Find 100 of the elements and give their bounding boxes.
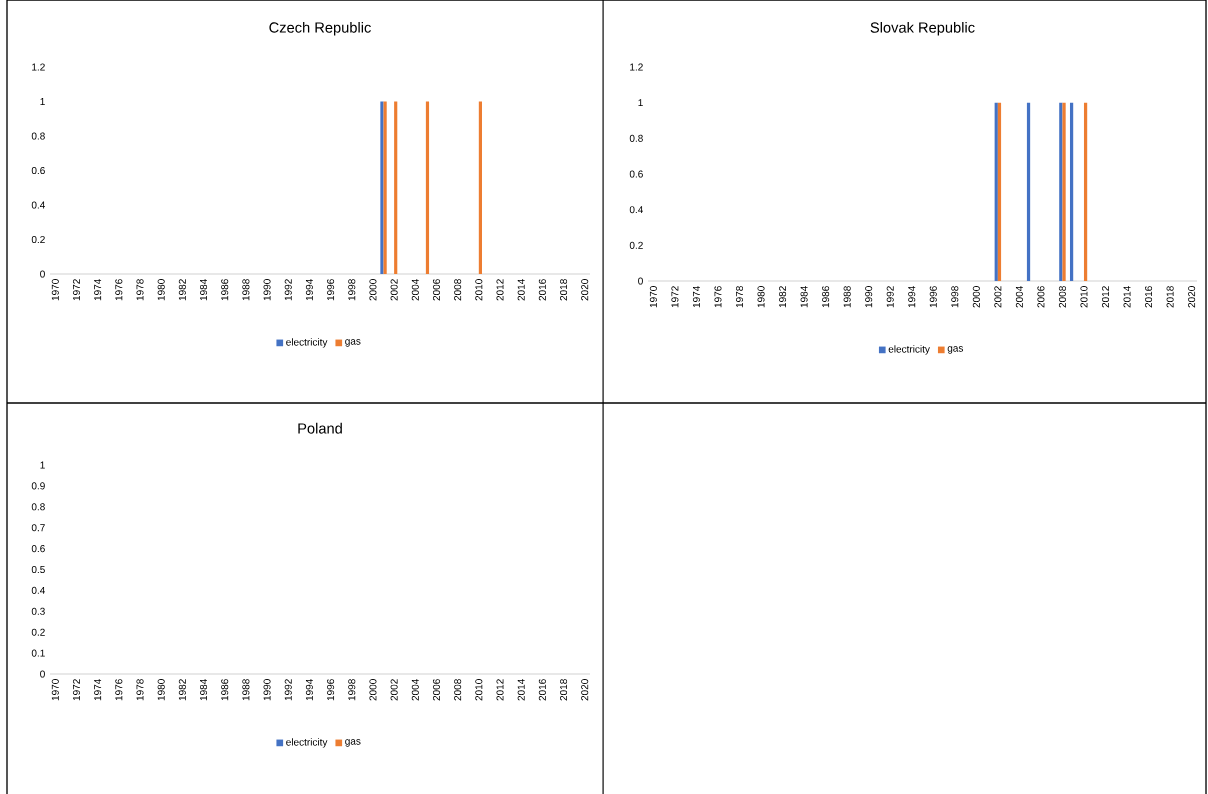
- x-tick-label: 1992: [284, 679, 292, 701]
- y-tick-label: 0.2: [31, 235, 45, 244]
- y-tick-label: 1.2: [32, 63, 45, 71]
- x-tick-label: 1970: [51, 279, 59, 301]
- x-tick-label: 1976: [115, 679, 123, 701]
- y-tick-label: 0.8: [31, 132, 45, 140]
- x-tick-label: 2004: [1015, 286, 1023, 308]
- x-tick-label: 1994: [305, 679, 313, 701]
- x-tick-label: 1978: [136, 679, 144, 701]
- x-tick-label: 1988: [242, 679, 250, 701]
- x-tick-label: 2012: [496, 279, 504, 301]
- x-tick-label: 1984: [199, 679, 208, 701]
- x-tick-label: 1974: [692, 286, 700, 308]
- y-tick-label: 0: [40, 270, 45, 278]
- y-tick-label: 0.2: [31, 628, 45, 636]
- y-tick-label: 0.8: [629, 134, 643, 142]
- x-tick-label: 2008: [1058, 286, 1066, 308]
- x-tick-label: 1986: [221, 679, 229, 701]
- y-tick-label: 0.4: [31, 201, 45, 209]
- x-tick-label: 2018: [1166, 286, 1174, 308]
- x-tick-label: 2020: [1188, 286, 1196, 308]
- x-tick-label: 2010: [475, 679, 483, 701]
- y-tick-label: 0: [40, 670, 45, 678]
- y-tick-label: 0.3: [31, 607, 45, 615]
- x-tick-label: 2002: [994, 286, 1002, 308]
- x-tick-label: 2014: [1123, 286, 1131, 308]
- x-tick-label: 2016: [538, 279, 546, 301]
- x-tick-label: 2008: [454, 279, 462, 301]
- x-tick-label: 1990: [865, 286, 873, 308]
- x-tick-label: 2000: [369, 279, 377, 301]
- x-tick-label: 1996: [327, 679, 335, 701]
- y-tick-label: 0.5: [31, 565, 45, 574]
- x-tick-label: 2018: [559, 279, 568, 301]
- x-tick-label: 1982: [178, 679, 186, 701]
- y-tick-label: 0.6: [31, 166, 45, 175]
- legend-label: gas: [947, 346, 964, 354]
- x-tick-label: 2006: [1037, 286, 1045, 308]
- x-tick-label: 1996: [929, 286, 937, 308]
- y-tick-label: 1: [638, 99, 643, 107]
- x-tick-label: 1976: [115, 279, 123, 301]
- x-tick-label: 1984: [199, 279, 208, 301]
- x-tick-label: 2008: [454, 679, 462, 701]
- y-tick-label: 1.2: [630, 63, 643, 71]
- legend-label: gas: [345, 739, 361, 747]
- x-tick-label: 1998: [348, 679, 356, 701]
- x-tick-label: 1994: [305, 279, 313, 301]
- x-tick-label: 2014: [517, 679, 525, 701]
- y-tick-label: 0.8: [31, 503, 45, 511]
- chart-title: Czech Republic: [269, 21, 371, 36]
- y-tick-label: 0.7: [31, 524, 45, 532]
- y-tick-label: 0.6: [31, 545, 45, 553]
- x-tick-label: 1970: [51, 679, 59, 701]
- x-tick-label: 2004: [411, 679, 419, 701]
- legend-label: gas: [345, 339, 361, 347]
- legend-label: electricity: [888, 345, 930, 355]
- x-tick-label: 2006: [432, 679, 441, 701]
- x-tick-label: 1990: [263, 679, 271, 701]
- y-tick-label: 0.9: [31, 482, 45, 490]
- x-tick-label: 1998: [348, 279, 356, 301]
- x-tick-label: 1990: [263, 279, 271, 301]
- x-tick-label: 1992: [886, 286, 894, 308]
- y-tick-label: 1: [40, 461, 45, 469]
- x-tick-label: 2016: [1145, 286, 1153, 308]
- chart-title: Slovak Republic: [870, 21, 975, 36]
- y-tick-label: 0.4: [629, 206, 643, 214]
- y-tick-label: 1: [40, 98, 45, 105]
- x-tick-label: 2014: [517, 279, 525, 301]
- x-tick-label: 1974: [94, 279, 102, 301]
- y-tick-label: 0.6: [629, 170, 643, 178]
- x-tick-label: 2006: [432, 279, 441, 301]
- x-tick-label: 2020: [581, 679, 589, 701]
- x-tick-label: 2016: [538, 679, 546, 701]
- x-tick-label: 1972: [72, 679, 81, 701]
- x-tick-label: 1988: [843, 286, 851, 308]
- x-tick-label: 1994: [908, 286, 916, 308]
- x-tick-label: 1974: [94, 679, 102, 701]
- x-tick-label: 1982: [178, 279, 186, 301]
- x-tick-label: 1980: [757, 286, 765, 308]
- x-tick-label: 2010: [1080, 286, 1088, 308]
- x-tick-label: 2018: [559, 679, 568, 701]
- x-tick-label: 1986: [822, 286, 830, 308]
- x-tick-label: 1982: [779, 286, 787, 308]
- x-tick-label: 1970: [649, 286, 657, 308]
- x-tick-label: 1984: [800, 286, 808, 308]
- x-tick-label: 1972: [72, 279, 81, 301]
- x-tick-label: 2012: [1101, 286, 1110, 308]
- x-tick-label: 1980: [157, 279, 165, 301]
- x-tick-label: 2020: [581, 279, 589, 301]
- x-tick-label: 2010: [475, 279, 483, 301]
- y-tick-label: 0: [638, 277, 643, 285]
- y-tick-label: 0.4: [31, 586, 45, 594]
- x-tick-label: 2000: [972, 286, 980, 308]
- x-tick-label: 1980: [157, 679, 165, 701]
- chart-title: Poland: [298, 422, 342, 434]
- y-tick-label: 0.2: [629, 241, 643, 249]
- x-tick-label: 1978: [735, 286, 744, 308]
- x-tick-label: 1986: [221, 279, 229, 301]
- legend-label: electricity: [286, 738, 328, 748]
- x-tick-label: 1998: [951, 286, 959, 308]
- x-tick-label: 2002: [390, 279, 398, 301]
